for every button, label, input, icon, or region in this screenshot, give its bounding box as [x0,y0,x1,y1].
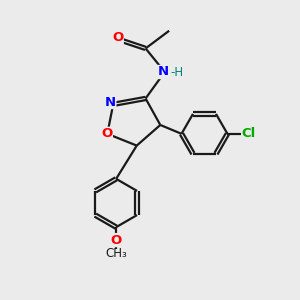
Text: O: O [101,127,112,140]
Text: O: O [110,234,122,247]
Text: O: O [112,31,123,44]
Text: -H: -H [170,66,184,79]
Text: N: N [158,65,169,79]
Text: CH₃: CH₃ [105,247,127,260]
Text: Cl: Cl [242,127,256,140]
Text: N: N [105,95,116,109]
